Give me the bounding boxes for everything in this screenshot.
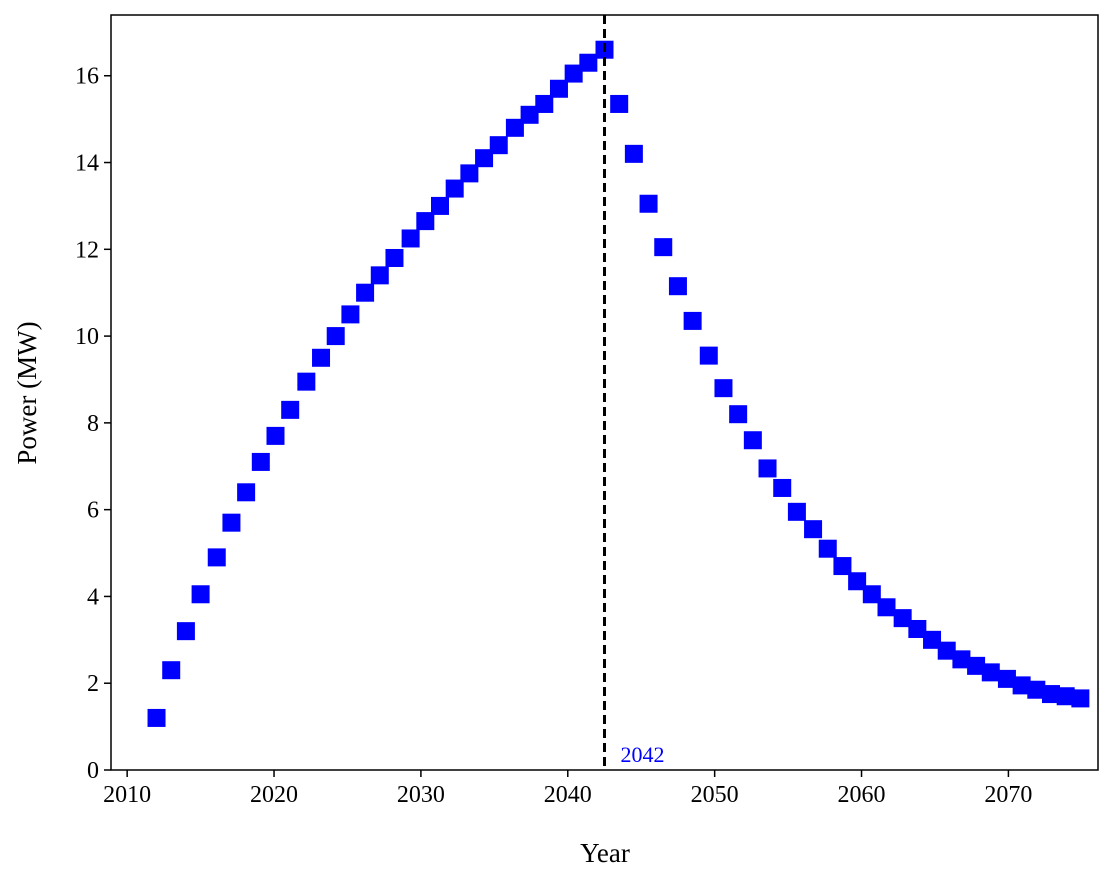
point bbox=[489, 136, 508, 155]
point bbox=[833, 557, 852, 576]
y-tick-label: 10 bbox=[75, 324, 99, 350]
x-tick-label: 2010 bbox=[103, 782, 151, 808]
point bbox=[683, 311, 702, 330]
point bbox=[981, 663, 1000, 682]
point bbox=[326, 327, 345, 346]
point bbox=[997, 669, 1016, 688]
point bbox=[191, 585, 210, 604]
point bbox=[251, 452, 270, 471]
point bbox=[312, 348, 331, 367]
point bbox=[773, 478, 792, 497]
y-tick-label: 6 bbox=[87, 498, 99, 524]
y-tick-label: 4 bbox=[87, 584, 99, 610]
point bbox=[923, 630, 942, 649]
x-axis-label: Year bbox=[580, 838, 630, 868]
point bbox=[385, 248, 404, 267]
y-axis-label: Power (MW) bbox=[12, 321, 42, 464]
point bbox=[758, 459, 777, 478]
point bbox=[475, 149, 494, 168]
point bbox=[729, 405, 748, 424]
point bbox=[162, 661, 181, 680]
point bbox=[804, 520, 823, 539]
point bbox=[416, 212, 435, 231]
point bbox=[222, 513, 241, 532]
point bbox=[967, 656, 986, 675]
y-tick-label: 16 bbox=[75, 64, 99, 90]
point bbox=[460, 164, 479, 183]
point bbox=[549, 79, 568, 98]
point bbox=[610, 94, 629, 113]
point bbox=[237, 483, 256, 502]
point bbox=[862, 585, 881, 604]
x-tick-label: 2040 bbox=[544, 782, 592, 808]
point bbox=[714, 379, 733, 398]
y-tick-label: 0 bbox=[87, 758, 99, 784]
point bbox=[952, 650, 971, 669]
x-tick-label: 2030 bbox=[397, 782, 445, 808]
plot-frame bbox=[110, 14, 1099, 771]
y-tick-label: 14 bbox=[75, 151, 99, 177]
point bbox=[743, 431, 762, 450]
point bbox=[445, 179, 464, 198]
point bbox=[877, 598, 896, 617]
point bbox=[281, 400, 300, 419]
x-tick-label: 2020 bbox=[250, 782, 298, 808]
point bbox=[297, 372, 316, 391]
point bbox=[535, 94, 554, 113]
point bbox=[654, 238, 673, 257]
point bbox=[1056, 687, 1075, 706]
point bbox=[520, 105, 539, 124]
point bbox=[341, 305, 360, 324]
point bbox=[787, 502, 806, 521]
point bbox=[505, 118, 524, 137]
point bbox=[266, 426, 285, 445]
annotation: 2042 bbox=[621, 742, 665, 767]
point bbox=[579, 53, 598, 72]
point bbox=[176, 622, 195, 641]
point bbox=[699, 346, 718, 365]
x-tick-label: 2070 bbox=[984, 782, 1032, 808]
point bbox=[207, 548, 226, 567]
point bbox=[818, 539, 837, 558]
x-tick-label: 2050 bbox=[691, 782, 739, 808]
x-tick-label: 2060 bbox=[838, 782, 886, 808]
point bbox=[1071, 689, 1090, 708]
point bbox=[1042, 685, 1060, 704]
point bbox=[401, 229, 420, 248]
point bbox=[564, 64, 583, 83]
y-tick-label: 12 bbox=[75, 237, 99, 263]
point bbox=[908, 619, 927, 638]
y-tick-label: 2 bbox=[87, 671, 99, 697]
point bbox=[848, 572, 867, 591]
point bbox=[356, 283, 375, 302]
point bbox=[431, 196, 449, 215]
point bbox=[370, 266, 389, 285]
point bbox=[1012, 676, 1031, 695]
y-tick-label: 8 bbox=[87, 411, 99, 437]
point bbox=[893, 609, 912, 628]
point bbox=[937, 641, 956, 660]
point bbox=[668, 277, 687, 296]
point bbox=[147, 708, 166, 727]
point bbox=[639, 194, 658, 213]
point bbox=[624, 144, 643, 163]
point bbox=[1027, 680, 1046, 699]
